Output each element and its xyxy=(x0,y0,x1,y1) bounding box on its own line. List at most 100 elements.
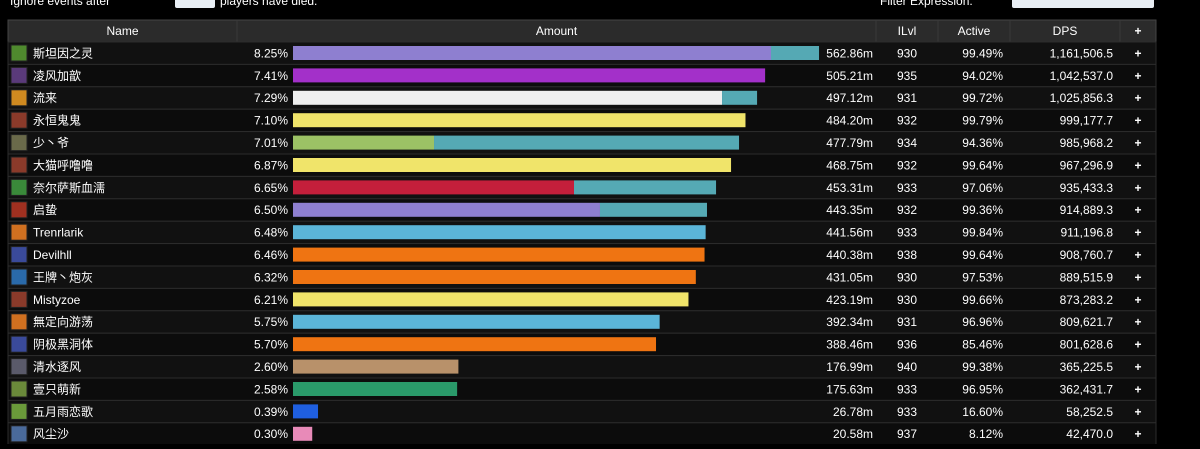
filter-label: Filter Expression: xyxy=(880,0,973,8)
column-header: ILvl xyxy=(898,24,917,38)
expand-button[interactable]: + xyxy=(1134,203,1141,217)
expand-button[interactable]: + xyxy=(1134,405,1141,419)
player-name[interactable]: 無定向游荡 xyxy=(33,314,93,329)
player-name[interactable]: 凌风加歆 xyxy=(33,68,81,83)
expand-button[interactable]: + xyxy=(1134,46,1141,60)
filter-input[interactable] xyxy=(1012,0,1154,8)
player-name[interactable]: 奈尔萨斯血濡 xyxy=(33,180,105,195)
item-level: 933 xyxy=(897,405,917,419)
expand-button[interactable]: + xyxy=(1134,226,1141,240)
dps: 873,283.2 xyxy=(1060,293,1114,307)
item-level: 933 xyxy=(897,226,917,240)
amount-bar xyxy=(293,270,696,284)
dps: 967,296.9 xyxy=(1060,158,1114,172)
amount-bar xyxy=(434,135,740,150)
dps: 914,889.3 xyxy=(1060,203,1114,217)
class-icon xyxy=(10,134,28,152)
column-header: Amount xyxy=(536,24,578,38)
dps: 365,225.5 xyxy=(1060,360,1114,374)
item-level: 932 xyxy=(897,114,917,128)
expand-button[interactable]: + xyxy=(1134,382,1141,396)
percent: 6.46% xyxy=(254,248,288,262)
dps: 908,760.7 xyxy=(1060,248,1114,262)
item-level: 932 xyxy=(897,158,917,172)
expand-button[interactable]: + xyxy=(1134,270,1141,284)
expand-button[interactable]: + xyxy=(1134,181,1141,195)
percent: 6.50% xyxy=(254,203,288,217)
expand-button[interactable]: + xyxy=(1134,136,1141,150)
player-name[interactable]: 清水逐风 xyxy=(33,360,81,374)
active-time: 99.64% xyxy=(962,248,1003,262)
amount-bar xyxy=(293,337,657,352)
percent: 6.48% xyxy=(254,226,288,240)
item-level: 933 xyxy=(897,382,917,396)
amount-bar xyxy=(770,46,820,60)
player-name[interactable]: 少丶爷 xyxy=(33,136,69,150)
item-level: 930 xyxy=(897,46,917,60)
active-time: 99.49% xyxy=(962,46,1003,60)
amount-bar xyxy=(293,404,319,419)
amount: 443.35m xyxy=(826,203,873,217)
dps: 1,025,856.3 xyxy=(1050,91,1114,105)
amount: 440.38m xyxy=(826,248,873,262)
active-time: 99.72% xyxy=(962,91,1003,105)
amount: 176.99m xyxy=(826,360,873,374)
player-name[interactable]: Mistyzoe xyxy=(33,293,81,307)
percent: 5.75% xyxy=(254,315,288,329)
expand-button[interactable]: + xyxy=(1134,91,1141,105)
player-name[interactable]: 风尘沙 xyxy=(33,427,69,441)
class-icon xyxy=(10,89,28,107)
player-name[interactable]: 斯坦因之灵 xyxy=(33,46,93,60)
percent: 6.21% xyxy=(254,293,288,307)
expand-button[interactable]: + xyxy=(1134,338,1141,352)
active-time: 99.64% xyxy=(962,158,1003,172)
percent: 5.70% xyxy=(254,338,288,352)
expand-button[interactable]: + xyxy=(1134,69,1141,83)
amount: 431.05m xyxy=(826,270,873,284)
amount: 562.86m xyxy=(826,46,873,60)
item-level: 936 xyxy=(897,338,917,352)
item-level: 930 xyxy=(897,270,917,284)
expand-button[interactable]: + xyxy=(1134,114,1141,128)
amount: 497.12m xyxy=(826,91,873,105)
percent: 7.10% xyxy=(254,114,288,128)
percent: 8.25% xyxy=(254,46,288,60)
player-name[interactable]: Devilhll xyxy=(33,248,72,262)
expand-button[interactable]: + xyxy=(1134,315,1141,329)
player-name[interactable]: Trenrlarik xyxy=(33,226,84,240)
ignore-label: Ignore events after xyxy=(10,0,110,8)
amount-bar xyxy=(293,180,575,195)
player-name[interactable]: 五月雨恋歌 xyxy=(33,404,93,419)
amount-bar xyxy=(722,90,758,105)
expand-button[interactable]: + xyxy=(1134,293,1141,307)
class-icon xyxy=(10,223,28,241)
active-time: 97.53% xyxy=(962,270,1003,284)
expand-button[interactable]: + xyxy=(1134,158,1141,172)
player-name[interactable]: 大猫呼噜噜 xyxy=(33,157,93,172)
expand-button[interactable]: + xyxy=(1134,427,1141,441)
class-icon xyxy=(10,66,28,84)
player-name[interactable]: 壹只萌新 xyxy=(33,381,81,396)
class-icon xyxy=(10,268,28,286)
amount: 26.78m xyxy=(833,405,873,419)
player-name[interactable]: 启蛰 xyxy=(33,203,57,217)
active-time: 99.38% xyxy=(962,360,1003,374)
expand-button[interactable]: + xyxy=(1134,248,1141,262)
class-icon xyxy=(10,358,28,376)
death-count-input[interactable] xyxy=(175,0,215,8)
expand-button[interactable]: + xyxy=(1134,360,1141,374)
dps: 1,042,537.0 xyxy=(1050,69,1114,83)
amount: 441.56m xyxy=(826,226,873,240)
column-header[interactable]: + xyxy=(1134,24,1141,38)
player-name[interactable]: 阴极黑洞体 xyxy=(33,338,93,352)
class-icon xyxy=(10,156,28,174)
player-name[interactable]: 流来 xyxy=(33,91,57,105)
player-name[interactable]: 王牌丶炮灰 xyxy=(33,270,93,284)
amount: 392.34m xyxy=(826,315,873,329)
dps: 58,252.5 xyxy=(1066,405,1113,419)
amount: 453.31m xyxy=(826,181,873,195)
amount: 505.21m xyxy=(826,69,873,83)
player-name[interactable]: 永恒鬼鬼 xyxy=(33,113,81,128)
amount-bar xyxy=(293,247,705,262)
